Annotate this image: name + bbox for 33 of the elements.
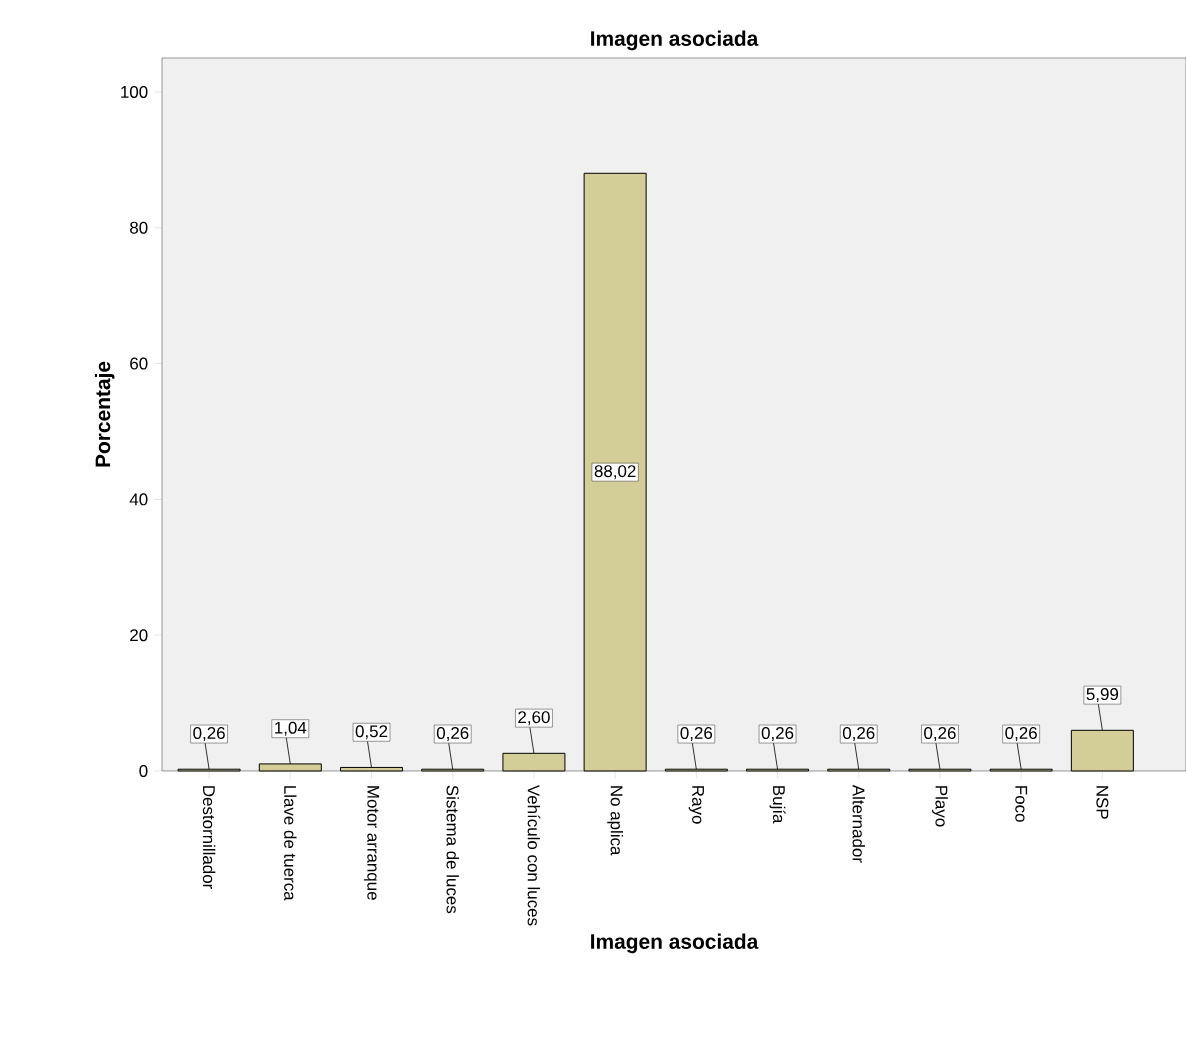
data-label: 0,26 [193, 727, 225, 742]
data-label: 2,60 [518, 711, 550, 726]
x-tick-label: Llave de tuerca [284, 786, 297, 901]
y-tick-label: 80 [130, 221, 148, 234]
y-tick-label: 20 [130, 629, 148, 642]
data-label: 0,26 [924, 727, 956, 742]
data-label: 1,04 [275, 721, 307, 736]
y-axis-title: Porcentaje [94, 361, 115, 467]
data-label: 5,99 [1086, 688, 1119, 703]
x-tick-label: No aplica [607, 786, 624, 856]
data-label: 0,26 [680, 727, 713, 742]
chart-title: Imagen asociada [591, 30, 759, 51]
x-tick-label: Destornillador [202, 786, 216, 890]
y-tick-label: 40 [129, 493, 148, 506]
y-tick-label: 60 [130, 357, 148, 370]
x-tick-label: Playo [932, 786, 948, 827]
data-label: 0,26 [1005, 727, 1037, 742]
x-tick-label: Rayo [688, 786, 704, 824]
y-tick-label: 0 [139, 764, 148, 777]
x-tick-label: Sistema de luces [446, 785, 459, 914]
data-label: 0,26 [842, 727, 875, 742]
x-tick-label: Motor arranque [363, 786, 380, 900]
x-tick-label: Foco [1015, 786, 1028, 822]
x-tick-label: Alternador [852, 784, 865, 863]
data-label: 0,26 [436, 727, 469, 742]
x-tick-label: NSP [1096, 786, 1109, 819]
x-tick-label: Bujía [769, 786, 786, 824]
data-label: 88,02 [594, 465, 636, 480]
data-label: 0,52 [355, 725, 388, 740]
data-label: 0,26 [761, 727, 794, 742]
y-tick-label: 100 [121, 85, 148, 98]
x-axis-title: Imagen asociada [591, 933, 759, 954]
x-tick-label: Vehículo con luces [527, 784, 541, 926]
